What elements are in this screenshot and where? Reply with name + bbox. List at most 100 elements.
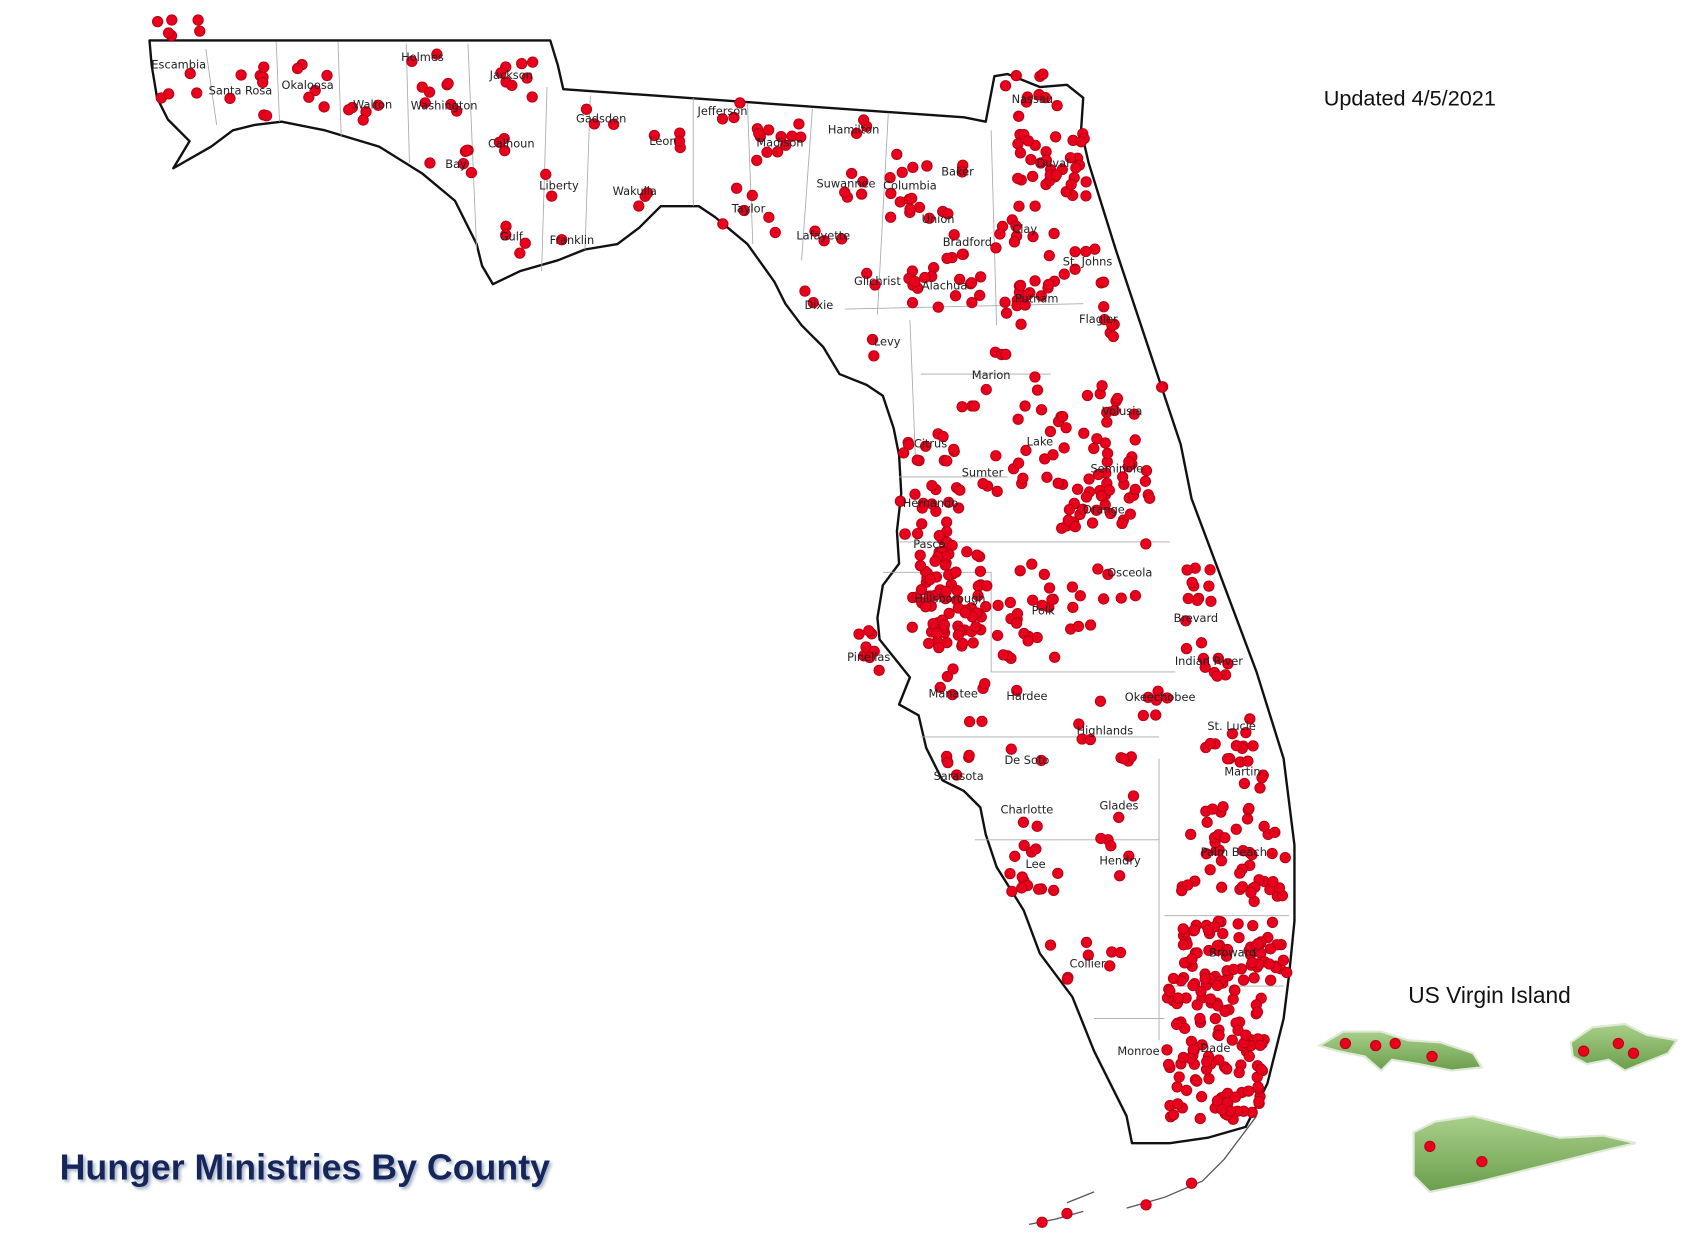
ministry-dot (1106, 319, 1118, 331)
ministry-dot (751, 154, 763, 166)
ministry-dot (1177, 1051, 1189, 1064)
county-label: Brevard (1174, 611, 1219, 625)
st-croix (1412, 1114, 1636, 1194)
county-label: Lake (1027, 434, 1053, 448)
ministry-dot (931, 627, 943, 640)
county-label: Collier (1070, 956, 1106, 970)
ministry-dot (1071, 483, 1084, 495)
county-label: Madison (756, 135, 803, 149)
ministry-dot (1180, 1084, 1193, 1097)
ministry-dot (916, 518, 928, 530)
ministry-dot (1050, 169, 1062, 181)
ministry-dot (980, 601, 992, 613)
ministry-dot (258, 61, 270, 73)
ministry-dot (1247, 740, 1259, 752)
ministry-dot (451, 105, 463, 117)
ministry-dot (1099, 437, 1111, 449)
county-label: Jefferson (697, 104, 748, 118)
ministry-dot (1027, 230, 1039, 243)
ministry-dot (1167, 1109, 1180, 1121)
ministry-dot (461, 144, 473, 157)
ministry-dot (946, 688, 959, 701)
ministry-dot (406, 55, 418, 67)
ministry-dot (1128, 408, 1140, 420)
ministry-dot (546, 190, 558, 202)
ministry-dot (1339, 1037, 1352, 1050)
ministry-dot (1075, 136, 1087, 148)
ministry-dot (1124, 508, 1136, 520)
ministry-dot (1150, 694, 1162, 706)
ministry-dot (1129, 434, 1141, 446)
ministry-dot (1252, 937, 1264, 950)
ministry-dot (521, 72, 533, 84)
ministry-dot (1170, 1018, 1183, 1031)
county-label: Leon (649, 134, 676, 148)
county-label: Sarasota (934, 769, 984, 783)
ministry-dot (1040, 154, 1053, 166)
ministry-dot (1222, 658, 1234, 670)
ministry-dot (442, 77, 454, 90)
ministry-dot (1080, 190, 1092, 202)
ministry-dot (965, 277, 978, 289)
ministry-dot (1140, 1199, 1152, 1211)
ministry-dot (1027, 170, 1039, 183)
county-label: Sumter (962, 466, 1004, 480)
county-label: Franklin (550, 233, 595, 247)
ministry-dot (1219, 1005, 1231, 1018)
ministry-dot (899, 528, 911, 540)
ministry-dot (1033, 883, 1045, 895)
ministry-dot (1156, 381, 1168, 393)
ministry-dot (991, 485, 1003, 498)
ministry-dot (950, 769, 963, 781)
ministry-dot (1123, 456, 1135, 468)
ministry-dot (1389, 1037, 1401, 1050)
ministry-dot (1244, 713, 1256, 725)
county-label: Okaloosa (282, 78, 334, 92)
ministry-dot (1252, 1081, 1264, 1093)
ministry-dot (499, 144, 511, 157)
county-label: Bradford (943, 235, 992, 249)
ministry-dot (909, 275, 921, 288)
ministry-dot (1240, 1029, 1252, 1041)
ministry-dot (952, 502, 965, 514)
ministry-dot (818, 235, 830, 247)
ministry-dot (1217, 801, 1229, 813)
ministry-dot (1194, 1012, 1206, 1025)
county-label: Okeechobee (1125, 690, 1196, 704)
ministry-dot (941, 455, 953, 467)
ministry-dot (956, 401, 968, 413)
county-label: Bay (445, 157, 467, 171)
ministry-dot (940, 585, 952, 597)
ministry-dot (873, 664, 885, 676)
ministry-dot (933, 530, 945, 542)
ministry-dot (1052, 867, 1064, 879)
ministry-dot (1232, 918, 1244, 930)
ministry-dot (608, 118, 620, 131)
ministry-dot (1077, 503, 1089, 515)
ministry-dot (927, 618, 939, 630)
ministry-dot (1204, 564, 1216, 576)
ministry-dot (970, 621, 982, 633)
county-label: Gilchrist (854, 274, 901, 288)
ministry-dot (1267, 876, 1279, 888)
ministry-dot (1084, 619, 1097, 631)
county-label: Martin (1224, 765, 1260, 779)
ministry-dot (1101, 447, 1114, 459)
county-label: Charlotte (1001, 803, 1054, 817)
ministry-dot (1049, 131, 1062, 143)
ministry-dot (1103, 484, 1115, 496)
ministry-dot (919, 440, 932, 452)
ministry-dot (1129, 590, 1142, 602)
ministry-dot (1038, 568, 1050, 580)
ministry-dot (1182, 879, 1194, 891)
ministry-dot (1080, 491, 1093, 503)
county-label: Orange (1083, 503, 1125, 517)
ministry-dot (1229, 1091, 1242, 1103)
ministry-dot (1105, 840, 1117, 852)
ministry-dot (1237, 845, 1249, 857)
ministry-dot (1191, 999, 1203, 1011)
ministry-dot (1266, 847, 1278, 860)
ministry-dot (1264, 974, 1277, 986)
ministry-dot (1248, 972, 1260, 984)
ministry-dot (753, 127, 765, 140)
